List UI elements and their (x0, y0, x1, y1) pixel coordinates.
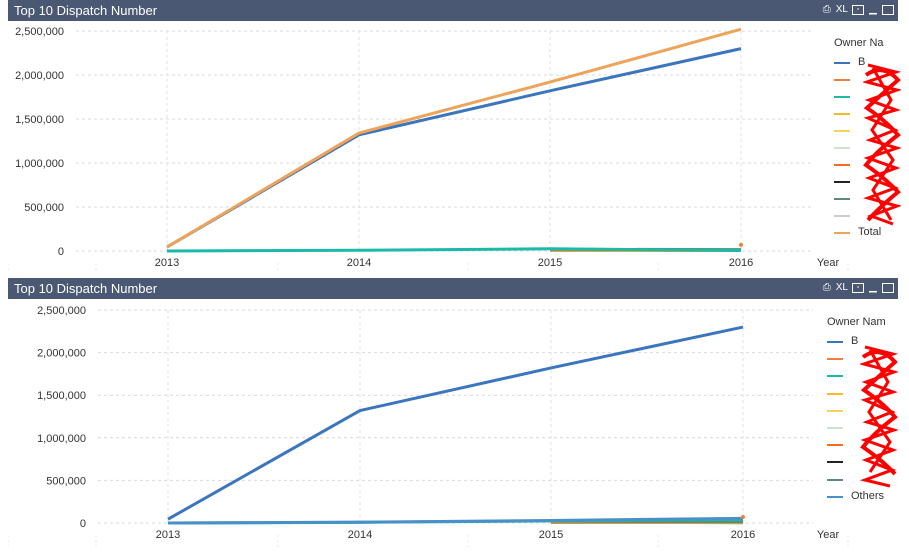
legend-swatch (827, 358, 843, 361)
chart-legend: Owner Nam B Others (827, 316, 898, 516)
legend-swatch (834, 232, 850, 234)
legend-swatch (834, 79, 850, 81)
panel-title-bar: Top 10 Dispatch Number ⎙ XL ▫ ▁ (8, 278, 898, 299)
legend-swatch (827, 478, 843, 481)
x-tick-label: 2014 (347, 257, 371, 269)
y-tick-label: 500,000 (46, 475, 86, 487)
series-line[interactable] (166, 47, 742, 249)
legend-swatch (834, 96, 850, 98)
restore-icon[interactable]: ▫ (852, 5, 864, 15)
legend-label: Total (858, 226, 882, 238)
legend-swatch (834, 181, 850, 183)
export-xl-button[interactable]: XL (835, 4, 848, 15)
series-line[interactable] (166, 27, 742, 249)
print-icon[interactable]: ⎙ (822, 282, 831, 293)
legend-swatch (827, 427, 843, 429)
x-axis-title: Year (817, 529, 840, 541)
legend-swatch (827, 341, 843, 343)
y-tick-label: 1,000,000 (15, 158, 64, 170)
legend-swatch (834, 147, 850, 149)
series-line[interactable] (166, 247, 742, 253)
legend-label: B (858, 56, 866, 68)
redaction-scribble (863, 63, 901, 226)
legend-title: Owner Na (834, 37, 884, 49)
line-chart: 0 500,000 1,000,000 1,500,000 2,000,000 2,500… (8, 305, 849, 547)
chart-panel-bottom: Top 10 Dispatch Number ⎙ XL ▫ ▁ 0 500,000… (8, 278, 898, 559)
x-tick-label: 2015 (538, 257, 562, 269)
legend-label: B (851, 335, 859, 347)
y-tick-label: 0 (80, 518, 86, 530)
legend-swatch (827, 375, 843, 378)
y-tick-label: 1,000,000 (37, 433, 86, 445)
y-tick-label: 2,000,000 (15, 70, 64, 82)
x-tick-label: 2013 (155, 257, 179, 269)
series-point[interactable] (739, 242, 743, 247)
legend-swatch (834, 215, 850, 217)
y-tick-label: 1,500,000 (15, 114, 64, 126)
legend-swatch (827, 444, 843, 447)
chart-panel-top: Top 10 Dispatch Number ⎙ XL ▫ ▁ 0 500,000… (8, 0, 901, 272)
legend-swatch (827, 392, 843, 395)
legend-swatch (827, 461, 843, 464)
legend-label: Others (851, 489, 885, 502)
y-tick-label: 2,500,000 (15, 26, 64, 38)
y-tick-label: 1,500,000 (37, 390, 86, 402)
y-tick-label: 500,000 (24, 202, 64, 214)
series-point[interactable] (741, 515, 745, 520)
panel-toolbar: ⎙ XL ▫ ▁ (822, 281, 894, 295)
line-chart: 0 500,000 1,000,000 1,500,000 2,000,000 2,500… (8, 26, 849, 272)
y-tick-label: 0 (58, 246, 64, 258)
x-tick-label: 2015 (539, 529, 563, 541)
legend-swatch (827, 495, 843, 498)
series-line[interactable] (167, 516, 744, 525)
y-tick-label: 2,500,000 (37, 305, 86, 317)
chart-legend: Owner Na B Total (834, 37, 898, 247)
legend-swatch (834, 130, 850, 132)
redaction-scribble (860, 345, 898, 488)
x-axis-title: Year (817, 257, 840, 269)
maximize-icon[interactable] (882, 283, 894, 293)
legend-title: Owner Nam (827, 316, 886, 328)
panel-title-bar: Top 10 Dispatch Number ⎙ XL ▫ ▁ (8, 0, 898, 21)
minimize-icon[interactable]: ▁ (869, 4, 877, 15)
legend-swatch (834, 198, 850, 200)
minimize-icon[interactable]: ▁ (869, 282, 877, 293)
legend-swatch (834, 113, 850, 115)
print-icon[interactable]: ⎙ (822, 4, 831, 15)
panel-title: Top 10 Dispatch Number (14, 3, 158, 18)
export-xl-button[interactable]: XL (835, 282, 848, 293)
panel-toolbar: ⎙ XL ▫ ▁ (822, 3, 894, 17)
panel-title: Top 10 Dispatch Number (14, 281, 158, 296)
x-tick-label: 2014 (348, 529, 372, 541)
x-tick-label: 2016 (731, 529, 755, 541)
x-tick-label: 2013 (156, 529, 180, 541)
legend-swatch (834, 164, 850, 166)
legend-swatch (827, 409, 843, 412)
legend-swatch (834, 62, 850, 64)
series-line[interactable] (167, 325, 744, 521)
maximize-icon[interactable] (882, 5, 894, 15)
x-tick-label: 2016 (729, 257, 753, 269)
restore-icon[interactable]: ▫ (852, 283, 864, 293)
y-tick-label: 2,000,000 (37, 348, 86, 360)
